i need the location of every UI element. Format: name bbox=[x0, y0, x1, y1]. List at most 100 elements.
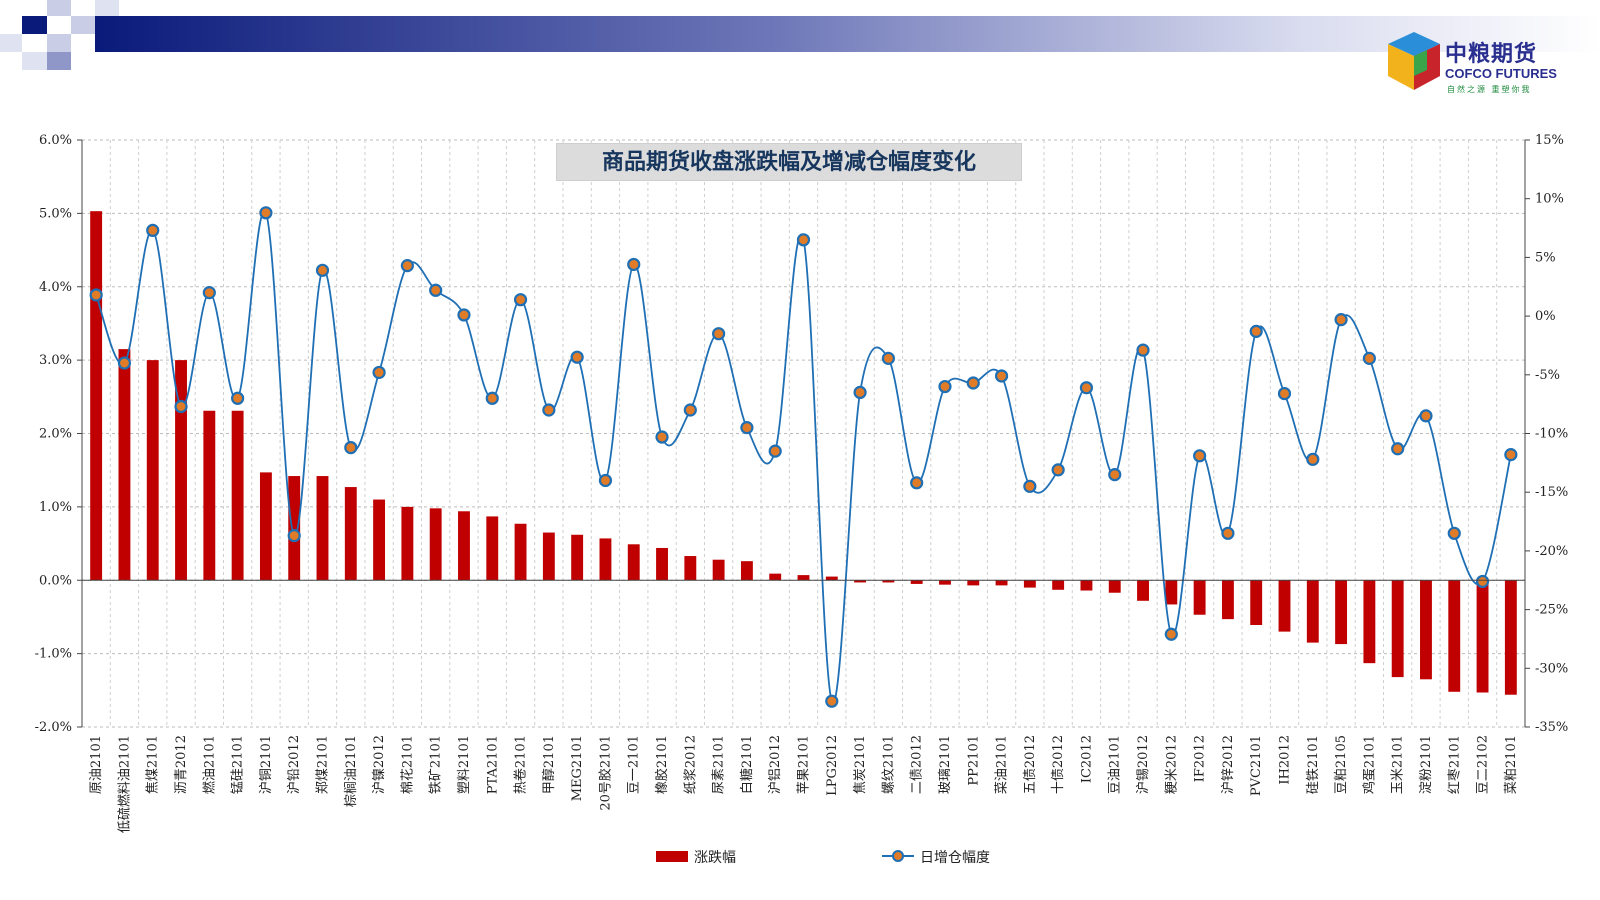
category-label: 红枣2101 bbox=[1446, 735, 1462, 794]
line-point bbox=[1419, 409, 1433, 423]
chart-title-box: 商品期货收盘涨跌幅及增减仓幅度变化 bbox=[556, 143, 1022, 181]
category-label: 郑煤2101 bbox=[316, 735, 331, 794]
bar bbox=[684, 556, 697, 581]
left-tick-label: -1.0% bbox=[35, 647, 72, 662]
left-tick-label: 6.0% bbox=[39, 133, 72, 148]
series-line bbox=[95, 210, 1512, 704]
bar bbox=[967, 580, 980, 586]
bar bbox=[1420, 580, 1432, 680]
line-point bbox=[1249, 324, 1263, 338]
line-point bbox=[89, 288, 103, 302]
left-tick-label: 4.0% bbox=[39, 280, 72, 295]
category-label: 苹果2101 bbox=[797, 735, 812, 794]
category-label: 十债2012 bbox=[1051, 735, 1066, 794]
category-label: 燃油2101 bbox=[201, 735, 217, 794]
bar bbox=[825, 576, 838, 581]
bar bbox=[373, 499, 386, 581]
line-point bbox=[315, 263, 330, 277]
category-label: 棕榈油2101 bbox=[344, 735, 359, 807]
line-point bbox=[825, 694, 839, 708]
category-label: PP2101 bbox=[966, 735, 981, 786]
bar bbox=[203, 410, 216, 581]
line-point bbox=[1193, 449, 1207, 463]
category-label: 淀粉2101 bbox=[1419, 735, 1434, 794]
category-label: 螺纹2101 bbox=[881, 735, 896, 794]
line-point bbox=[1136, 343, 1150, 357]
line-point bbox=[712, 327, 726, 341]
line-point bbox=[655, 430, 669, 444]
bar bbox=[1193, 580, 1206, 615]
category-label: 低硫燃料油2101 bbox=[116, 735, 132, 833]
bar bbox=[429, 508, 442, 581]
category-label: LPG2012 bbox=[825, 735, 840, 796]
line-point bbox=[683, 403, 697, 417]
line-point bbox=[542, 403, 556, 417]
legend-swatch-marker bbox=[892, 850, 904, 862]
bar bbox=[1278, 580, 1291, 632]
line-point bbox=[627, 257, 641, 272]
header-band bbox=[0, 0, 1600, 70]
line-point bbox=[400, 259, 414, 273]
line-point bbox=[174, 399, 188, 414]
line-point bbox=[202, 286, 216, 300]
line-point bbox=[344, 440, 358, 455]
category-label: 橡胶2101 bbox=[654, 735, 670, 794]
bar bbox=[1137, 580, 1149, 601]
right-tick-label: -10% bbox=[1535, 427, 1568, 442]
category-label: 20号胶2101 bbox=[597, 735, 613, 811]
bar-series bbox=[90, 211, 1517, 695]
right-tick-label: 5% bbox=[1535, 250, 1556, 265]
left-tick-label: 5.0% bbox=[39, 206, 72, 221]
category-label: 铁矿2101 bbox=[429, 735, 444, 794]
bar bbox=[995, 580, 1008, 586]
bar bbox=[1052, 580, 1065, 590]
bar bbox=[175, 360, 187, 581]
category-label: 焦煤2101 bbox=[146, 735, 161, 794]
category-label: 玻璃2101 bbox=[938, 735, 953, 794]
line-point bbox=[287, 529, 301, 543]
legend: 涨跌幅 日增仓幅度 bbox=[656, 850, 990, 866]
line-point bbox=[1306, 452, 1320, 466]
bar bbox=[542, 532, 555, 581]
category-label: IF2012 bbox=[1193, 735, 1208, 782]
category-labels: 原油2101 低硫燃料油2101 焦煤2101 沥青2012 燃油2101 锰硅2101 沪… bbox=[89, 735, 1519, 833]
bar bbox=[797, 575, 810, 581]
right-tick-label: -5% bbox=[1535, 368, 1560, 383]
line-point bbox=[881, 351, 895, 365]
category-label: 硅铁2101 bbox=[1306, 735, 1321, 794]
bar bbox=[882, 580, 895, 583]
line-point bbox=[1475, 574, 1490, 589]
line-point bbox=[1079, 381, 1094, 395]
bar bbox=[854, 580, 867, 583]
bar bbox=[514, 523, 527, 581]
line-point bbox=[1277, 386, 1292, 401]
bar bbox=[656, 547, 668, 581]
line-point bbox=[768, 444, 782, 458]
line-point bbox=[994, 369, 1009, 383]
right-tick-label: -20% bbox=[1535, 544, 1568, 559]
line-point bbox=[231, 391, 245, 405]
category-label: 玉米2101 bbox=[1391, 735, 1406, 794]
right-tick-label: -15% bbox=[1535, 485, 1568, 500]
line-point bbox=[570, 350, 584, 364]
category-label: 焦炭2101 bbox=[853, 735, 868, 794]
category-label: 沪镍2012 bbox=[371, 735, 387, 794]
line-point bbox=[1023, 479, 1037, 493]
line-point bbox=[598, 473, 613, 488]
category-label: 棉花2101 bbox=[399, 735, 415, 794]
left-tick-label: 0.0% bbox=[39, 573, 72, 588]
brand-english-name: COFCO FUTURES bbox=[1445, 66, 1557, 81]
line-point bbox=[740, 421, 754, 435]
bar bbox=[1080, 580, 1093, 591]
category-label: IC2012 bbox=[1079, 735, 1094, 783]
category-label: 沪锌2012 bbox=[1220, 735, 1236, 794]
line-point bbox=[485, 391, 499, 405]
bar bbox=[1306, 580, 1319, 643]
bar bbox=[1108, 580, 1121, 593]
right-tick-label: -25% bbox=[1535, 603, 1568, 618]
category-label: 菜油2101 bbox=[995, 735, 1010, 794]
category-label: 甲醇2101 bbox=[541, 735, 557, 794]
bar bbox=[1504, 580, 1517, 695]
bar bbox=[1476, 580, 1489, 693]
